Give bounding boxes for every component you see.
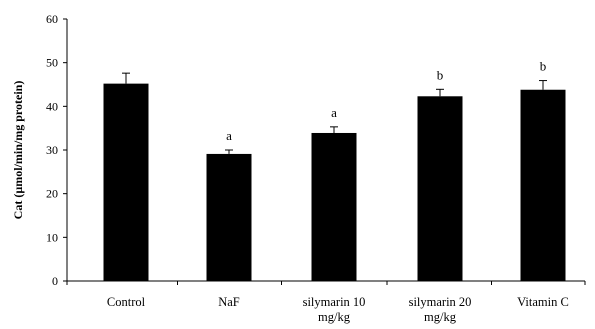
- y-tick-label: 0: [52, 274, 58, 288]
- y-tick-label: 20: [46, 187, 58, 201]
- category-label: Control: [107, 295, 146, 309]
- y-tick-label: 10: [46, 230, 58, 244]
- bar: [417, 96, 463, 281]
- category-label: Vitamin C: [517, 295, 569, 309]
- y-axis-title: Cat (µmol/min/mg protein): [11, 81, 25, 220]
- significance-label: a: [331, 105, 337, 120]
- category-label: NaF: [218, 295, 240, 309]
- bar: [206, 153, 252, 281]
- significance-label: b: [540, 59, 547, 74]
- y-tick-label: 30: [46, 143, 58, 157]
- category-label: silymarin 20: [409, 295, 472, 309]
- error-bars: [122, 72, 547, 154]
- y-tick-label: 60: [46, 12, 58, 26]
- category-label: mg/kg: [424, 310, 457, 324]
- y-tick-label: 40: [46, 99, 58, 113]
- y-axis: 0 10 20 30 40 50 60: [46, 12, 68, 288]
- category-label: mg/kg: [318, 310, 351, 324]
- bars: [103, 83, 566, 282]
- significance-label: b: [437, 67, 444, 82]
- bar: [520, 89, 566, 282]
- bar: [103, 83, 149, 281]
- x-axis: [66, 280, 586, 285]
- y-tick-label: 50: [46, 56, 58, 70]
- significance-labels: a a b b: [226, 59, 546, 143]
- significance-label: a: [226, 128, 232, 143]
- bar: [311, 132, 357, 281]
- category-label: silymarin 10: [303, 295, 366, 309]
